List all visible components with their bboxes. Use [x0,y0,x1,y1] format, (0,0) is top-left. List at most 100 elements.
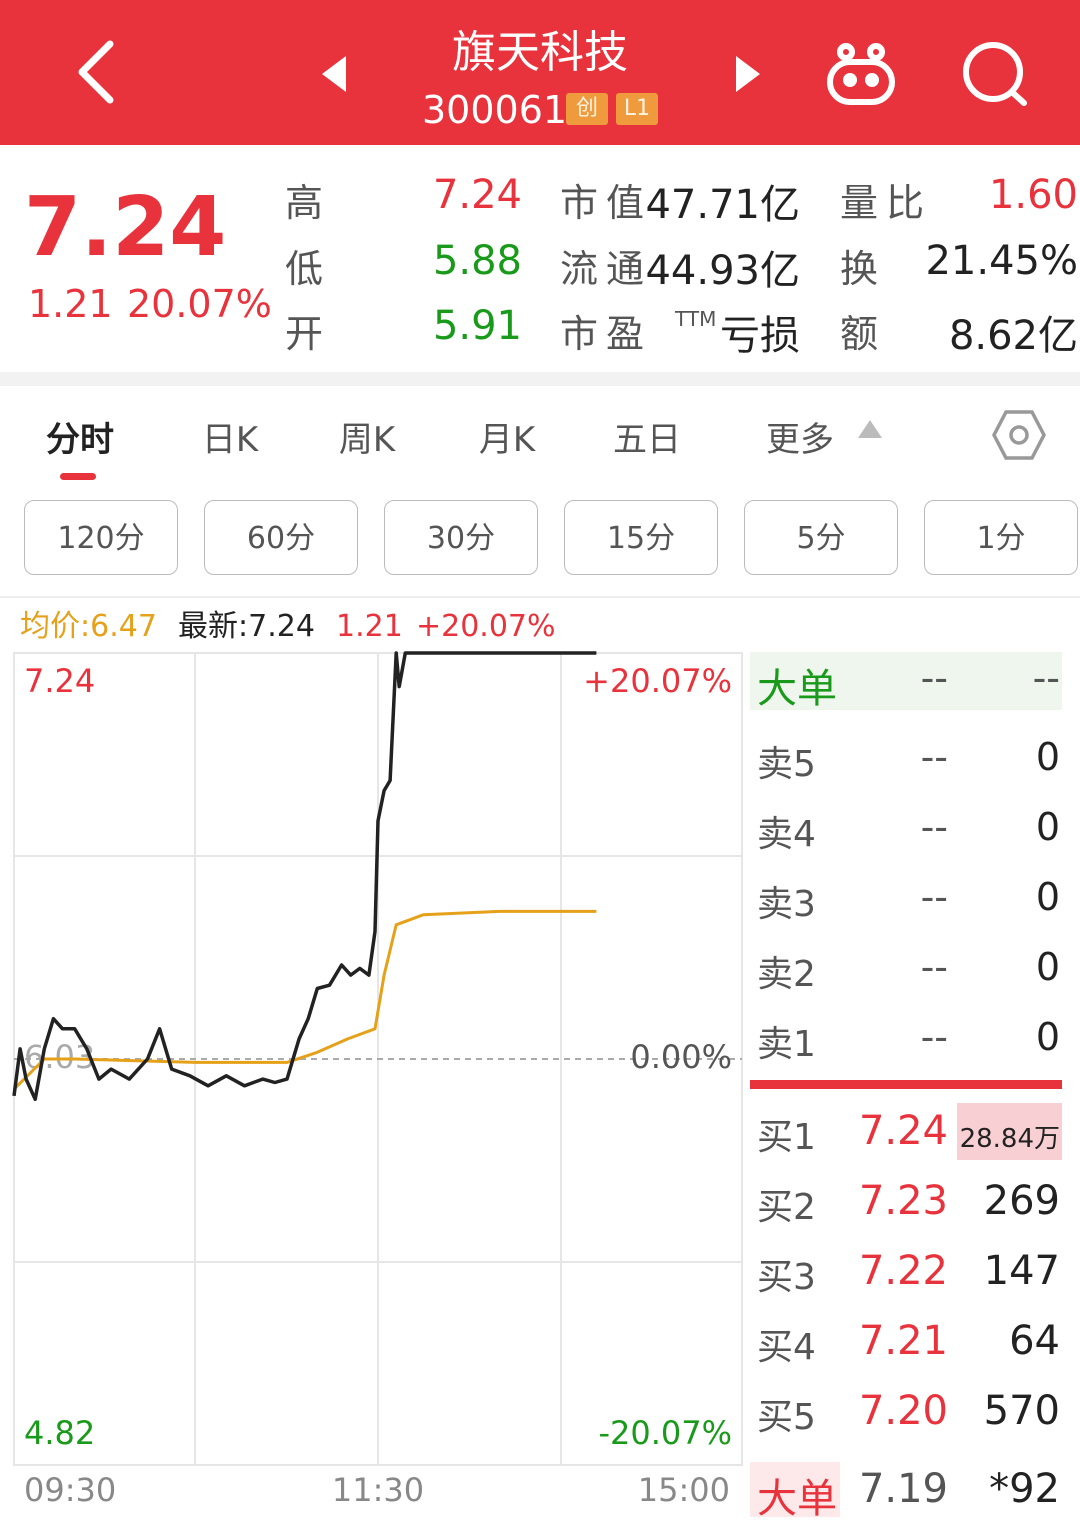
info-value: 7.24 [248,609,315,644]
bid-label: 买5 [757,1397,816,1438]
price-change-pct: 20.07% [127,282,272,326]
next-stock[interactable] [736,56,760,92]
search-icon[interactable] [963,42,1027,106]
series-line [12,909,597,1091]
stock-name: 旗天科技 [452,27,628,78]
footer-bg [750,1462,840,1517]
big-order-bg [750,652,1062,710]
ask-volume: 0 [1035,735,1060,779]
ask-price: -- [920,945,948,989]
bid-label: 买1 [757,1117,816,1158]
top-bar: 旗天科技 300061 创 L1 [0,0,1080,145]
ask-volume: 0 [1035,945,1060,989]
stat-value: 5.88 [432,238,522,284]
footer-volume: *92 [989,1466,1060,1512]
back-button[interactable] [78,40,114,104]
stat-value: 44.93亿 [645,248,800,294]
period-button[interactable]: 15分 [564,500,718,575]
bid-price: 7.21 [858,1318,948,1364]
tab[interactable]: 日K [201,420,259,460]
settings-icon[interactable] [992,408,1046,462]
bid-label: 买4 [757,1327,816,1368]
bid-price: 7.22 [858,1248,948,1294]
ask-label: 卖1 [757,1024,816,1065]
period-button[interactable]: 60分 [204,500,358,575]
ask-volume: 0 [1035,805,1060,849]
book-separator [750,1080,1062,1089]
big-order-price: -- [920,656,948,700]
divider [0,596,1080,598]
x-tick-label: 09:30 [24,1471,116,1509]
bid-price: 7.24 [858,1108,948,1154]
tab[interactable]: 更多 [766,420,834,460]
stat-label: 市值 [560,181,653,225]
stat-value: 5.91 [432,303,522,349]
info-label: 均价: [20,609,90,644]
info-value: 6.47 [90,609,157,644]
period-button[interactable]: 5分 [744,500,898,575]
stat-value: 7.24 [432,172,522,218]
info-label: 最新: [178,609,248,644]
period-button[interactable]: 30分 [384,500,538,575]
info-item: 1.21 [336,609,403,644]
stat-label: 市盈 [560,312,653,356]
big-order-label: 大单 [757,666,837,712]
stat-label: 额 [840,312,879,356]
stat-value: 8.62亿 [948,313,1078,359]
bid-price: 7.23 [858,1178,948,1224]
bid-volume: 570 [983,1388,1060,1434]
info-value: 1.21 [336,609,403,644]
y2-tick-label: 0.00% [630,1038,732,1076]
stat-label: 开 [285,312,324,356]
y2-tick-label: +20.07% [583,662,732,700]
x-tick-label: 11:30 [332,1471,424,1509]
tab[interactable]: 五日 [613,420,681,460]
bid-volume: 64 [1009,1318,1060,1364]
stat-label-sup: TTM [675,307,717,331]
price-change: 1.21 [28,282,113,326]
stat-label: 流通 [560,247,653,291]
info-item: 均价:6.47 [20,609,157,644]
tab[interactable]: 月K [478,420,536,460]
bid-label: 买2 [757,1187,816,1228]
bid-highlight [957,1103,1062,1160]
x-tick-label: 15:00 [638,1471,730,1509]
stat-label: 换 [840,247,879,291]
last-price: 7.24 [24,180,227,275]
ask-price: -- [920,1015,948,1059]
y2-tick-label: -20.07% [598,1414,732,1452]
info-item: 最新:7.24 [178,609,315,644]
ask-price: -- [920,875,948,919]
prev-stock[interactable] [322,56,346,92]
stat-value: 1.60 [988,172,1078,218]
robot-icon[interactable] [827,43,895,105]
ask-label: 卖5 [757,744,816,785]
tab[interactable]: 周K [338,420,396,460]
stock-code: 300061 [422,88,568,132]
info-item: +20.07% [416,609,556,644]
divider [0,372,1080,386]
footer-price: 7.19 [858,1466,948,1512]
bid-volume: 269 [983,1178,1060,1224]
tab-active[interactable]: 分时 [46,420,114,460]
top-bar-icons [78,40,1027,106]
period-button[interactable]: 120分 [24,500,178,575]
ask-volume: 0 [1035,875,1060,919]
ask-price: -- [920,735,948,779]
bid-volume: 147 [983,1248,1060,1294]
stat-label: 高 [285,181,324,225]
y-tick-label: 7.24 [24,662,95,700]
ask-label: 卖4 [757,814,816,855]
active-tab-indicator [60,473,96,480]
stat-label: 低 [285,247,324,291]
period-button[interactable]: 1分 [924,500,1078,575]
bid-label: 买3 [757,1257,816,1298]
y-tick-label: 4.82 [24,1414,95,1452]
stat-label: 量比 [840,181,933,225]
stat-value: 21.45% [925,238,1078,284]
badge: L1 [616,93,658,125]
big-order-volume: -- [1032,656,1060,700]
bid-price: 7.20 [858,1388,948,1434]
ask-price: -- [920,805,948,849]
